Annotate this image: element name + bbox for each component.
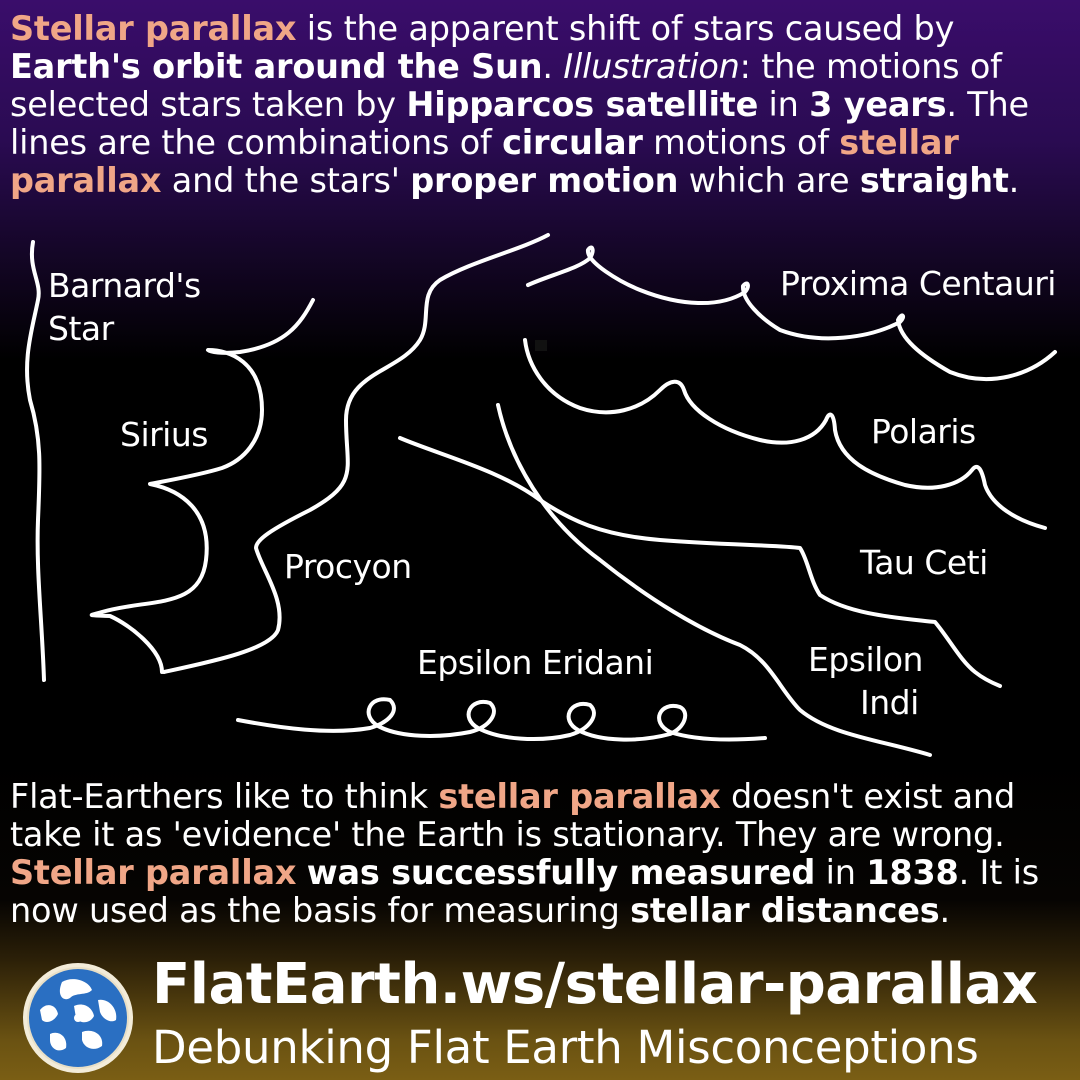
label-proxima-centauri: Proxima Centauri: [780, 264, 1056, 303]
label-line: Epsilon: [808, 640, 923, 679]
text-run: in: [815, 853, 867, 892]
proxima-centauri-path: [526, 245, 1057, 382]
bold-term: 3 years: [809, 85, 947, 124]
footer-tagline: Debunking Flat Earth Misconceptions: [152, 1021, 979, 1074]
intro-line-1: Stellar parallax is the apparent shift o…: [10, 10, 1072, 48]
text-run: in: [758, 85, 810, 124]
text-run: : the motions of: [739, 47, 1002, 86]
text-run: .: [939, 891, 951, 930]
outro-line-1: Flat-Earthers like to think stellar para…: [10, 778, 1072, 816]
label-procyon: Procyon: [284, 547, 412, 586]
intro-paragraph: Stellar parallax is the apparent shift o…: [10, 10, 1072, 200]
text-run: [296, 853, 306, 892]
text-run: motions of: [642, 123, 840, 162]
bold-term: stellar distances: [630, 891, 940, 930]
outro-line-2: take it as 'evidence' the Earth is stati…: [10, 815, 1005, 854]
italic-term: Illustration: [563, 47, 740, 86]
text-run: selected stars taken by: [10, 85, 407, 124]
text-run: doesn't exist and: [720, 777, 1016, 816]
outro-line-3: Stellar parallax was successfully measur…: [10, 854, 1072, 892]
highlight-term: Stellar parallax: [10, 853, 297, 892]
bold-term: 1838: [866, 853, 959, 892]
data-mark: [535, 340, 547, 351]
text-run: . The: [946, 85, 1029, 124]
footer-url[interactable]: FlatEarth.ws/stellar-parallax: [152, 952, 1038, 1017]
highlight-term: stellar parallax: [438, 777, 721, 816]
outro-paragraph: Flat-Earthers like to think stellar para…: [10, 778, 1072, 930]
intro-line-5: parallax and the stars' proper motion wh…: [10, 162, 1072, 200]
intro-line-4: lines are the combinations of circular m…: [10, 124, 1072, 162]
label-line: Indi: [860, 683, 919, 722]
polaris-path: [523, 338, 1047, 530]
bold-term: Hipparcos satellite: [406, 85, 759, 124]
highlight-term: stellar: [839, 123, 959, 162]
bold-term: straight: [859, 161, 1009, 200]
text-run: is the apparent shift of stars caused by: [296, 9, 955, 48]
text-run: .: [542, 47, 564, 86]
text-run: . It is: [958, 853, 1040, 892]
text-run: now used as the basis for measuring: [10, 891, 631, 930]
bold-term: Earth's orbit around the Sun: [10, 47, 543, 86]
label-polaris: Polaris: [871, 412, 976, 451]
label-line: Barnard's: [48, 266, 201, 305]
sirius-path: [89, 298, 315, 674]
text-run: which are: [678, 161, 860, 200]
bold-term: was successfully measured: [306, 853, 816, 892]
procyon-path: [162, 233, 550, 674]
epsilon-eridani-path: [236, 697, 767, 742]
highlight-term: Stellar parallax: [10, 9, 297, 48]
intro-line-2: Earth's orbit around the Sun. Illustrati…: [10, 48, 1072, 86]
label-sirius: Sirius: [120, 415, 208, 454]
label-tau-ceti: Tau Ceti: [860, 543, 988, 582]
label-line: Star: [48, 309, 114, 348]
bold-term: circular: [502, 123, 643, 162]
label-epsilon-eridani: Epsilon Eridani: [417, 643, 654, 682]
highlight-term: parallax: [10, 161, 162, 200]
text-run: Flat-Earthers like to think: [10, 777, 439, 816]
globe-icon: [23, 963, 133, 1073]
intro-line-3: selected stars taken by Hipparcos satell…: [10, 86, 1072, 124]
text-run: and the stars': [161, 161, 411, 200]
label-epsilon-indi: Epsilon Indi: [808, 638, 923, 724]
epsilon-indi-path: [496, 403, 932, 757]
text-run: .: [1008, 161, 1020, 200]
text-run: lines are the combinations of: [10, 123, 503, 162]
bold-term: proper motion: [410, 161, 679, 200]
outro-line-4: now used as the basis for measuring stel…: [10, 892, 1072, 930]
barnards-star-path: [25, 240, 46, 682]
label-barnards-star: Barnard's Star: [48, 264, 201, 350]
